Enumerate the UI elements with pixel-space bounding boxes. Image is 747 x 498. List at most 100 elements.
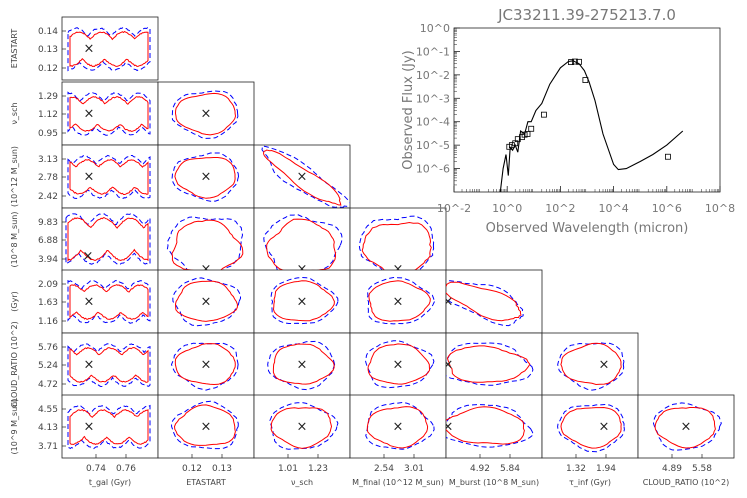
contour-solid	[272, 343, 335, 385]
sed-title: JC33211.39-275213.7.0	[497, 6, 676, 24]
panel-contours: ×	[270, 276, 339, 325]
row-y-axis: 9.83 6.88 3.94 (10^8 M_sun)	[10, 212, 66, 267]
best-fit-marker: ×	[297, 295, 308, 310]
panel-contours: ×	[67, 279, 151, 324]
contour-solid	[67, 217, 149, 262]
sed-observation-point	[524, 131, 531, 137]
corner-panel-r5-c0: ×	[61, 332, 159, 397]
best-fit-marker: ×	[393, 262, 404, 277]
panel-contours: ×	[65, 212, 151, 266]
corner-panel-r4-c1: ×	[157, 269, 255, 334]
sed-y-tick-label: 10^-4	[416, 116, 450, 129]
sed-y-axis-label: Observed Flux (Jy)	[401, 50, 416, 170]
row-y-axis: 0.14 0.13 0.12 ETASTART	[10, 27, 66, 74]
y-tick-label: 3.13	[38, 155, 58, 165]
column-x-axis: 0.12 0.13 ETASTART	[182, 454, 232, 487]
contour-dashed	[67, 154, 151, 200]
best-fit-marker: ×	[393, 295, 404, 310]
row-y-axis: 5.76 5.24 4.72 CLOUD_RATIO (10^2)	[10, 321, 66, 408]
panel-frame	[253, 144, 351, 209]
panel-contours: ×	[170, 400, 239, 450]
corner-panel-r2-c1: ×	[157, 144, 255, 209]
x-axis-label: M_final (10^12 M_sun)	[352, 478, 444, 487]
contour-solid	[174, 343, 236, 386]
y-tick-label: 1.16	[38, 317, 58, 327]
panel-frame	[541, 394, 639, 459]
corner-panel-r3-c1: ×	[157, 207, 255, 272]
row-y-axis: 1.29 1.12 0.95 ν_sch	[10, 92, 66, 139]
column-x-axis: 1.32 1.94 τ_inf (Gyr)	[566, 454, 616, 487]
y-tick-label: 6.88	[38, 236, 58, 246]
contour-solid	[174, 280, 238, 322]
panel-contours: ×	[67, 404, 151, 450]
contour-solid	[174, 157, 236, 199]
best-fit-marker: ×	[393, 420, 404, 435]
contour-dashed	[67, 404, 151, 450]
sed-observation-point	[571, 58, 578, 65]
panel-contours: ×	[446, 403, 535, 448]
panel-frame	[157, 207, 255, 272]
y-tick-label: 0.13	[38, 45, 58, 55]
sed-observation-point	[521, 131, 528, 138]
row-y-axis: 3.13 2.78 2.42 (10^12 M_sun)	[10, 146, 66, 207]
sed-observation-point	[582, 77, 589, 83]
corner-panel-r4-c2: ×	[253, 269, 351, 334]
panel-contours: ×	[269, 402, 339, 450]
best-fit-marker: ×	[84, 358, 95, 373]
contour-dashed	[557, 342, 625, 391]
y-tick-label: 9.83	[38, 218, 58, 228]
contour-dashed	[366, 276, 436, 325]
contour-dashed	[67, 91, 151, 136]
y-tick-label: 0.12	[38, 64, 58, 74]
contour-solid	[69, 346, 149, 383]
x-tick-label: 4.92	[470, 464, 490, 474]
contour-solid	[560, 406, 622, 449]
panel-frame	[61, 394, 159, 459]
panel-contours: ×	[365, 401, 435, 450]
best-fit-marker: ×	[297, 170, 308, 185]
x-axis-label: M_burst (10^8 M_sun)	[449, 478, 539, 487]
corner-panel-r2-c0: ×	[61, 144, 159, 209]
contour-solid	[69, 96, 149, 132]
contour-solid	[366, 406, 429, 449]
sed-y-tick-label: 10^-6	[416, 163, 450, 176]
y-tick-label: 5.76	[38, 343, 58, 353]
panel-contours: ×	[172, 277, 241, 327]
best-fit-marker: ×	[297, 262, 308, 277]
sed-x-tick-label: 10^-2	[437, 202, 471, 215]
contour-dashed	[365, 340, 435, 389]
contour-solid	[654, 407, 716, 449]
panel-contours: ×	[652, 402, 722, 451]
contour-solid	[446, 345, 531, 383]
panel-frame	[61, 332, 159, 397]
sed-y-tick-label: 10^-5	[416, 139, 450, 152]
panel-contours: ×	[67, 154, 151, 200]
corner-panel-r1-c1: ×	[157, 81, 255, 146]
sed-y-tick-label: 10^0	[420, 22, 450, 35]
corner-panel-r6-c3: ×	[349, 394, 447, 459]
corner-panel-r3-c0: ×	[61, 207, 159, 272]
y-tick-label: 0.95	[38, 129, 58, 139]
contour-solid	[69, 159, 149, 195]
x-tick-label: 1.32	[566, 464, 586, 474]
y-tick-label: 2.42	[38, 192, 58, 202]
panel-frame	[61, 16, 159, 81]
sed-observation-point	[508, 142, 515, 149]
sed-frame	[453, 27, 721, 193]
panel-contours: ×	[261, 145, 350, 208]
sed-y-tick-label: 10^-3	[416, 92, 450, 105]
panel-contours: ×	[557, 403, 625, 453]
x-tick-label: 3.01	[404, 464, 424, 474]
corner-panel-r6-c6: ×	[637, 394, 735, 459]
corner-panel-r4-c0: ×	[61, 269, 159, 334]
y-tick-label: 5.24	[38, 361, 58, 371]
x-axis-label: ETASTART	[186, 478, 226, 487]
corner-panel-r2-c2: ×	[253, 144, 351, 209]
panel-contours: ×	[366, 276, 436, 325]
y-tick-label: 2.09	[38, 280, 58, 290]
contour-solid	[446, 281, 522, 322]
best-fit-marker: ×	[681, 420, 692, 435]
panel-contours: ×	[67, 343, 151, 388]
corner-panel-r1-c0: ×	[61, 81, 159, 146]
corner-panel-r6-c4: ×	[445, 394, 543, 459]
